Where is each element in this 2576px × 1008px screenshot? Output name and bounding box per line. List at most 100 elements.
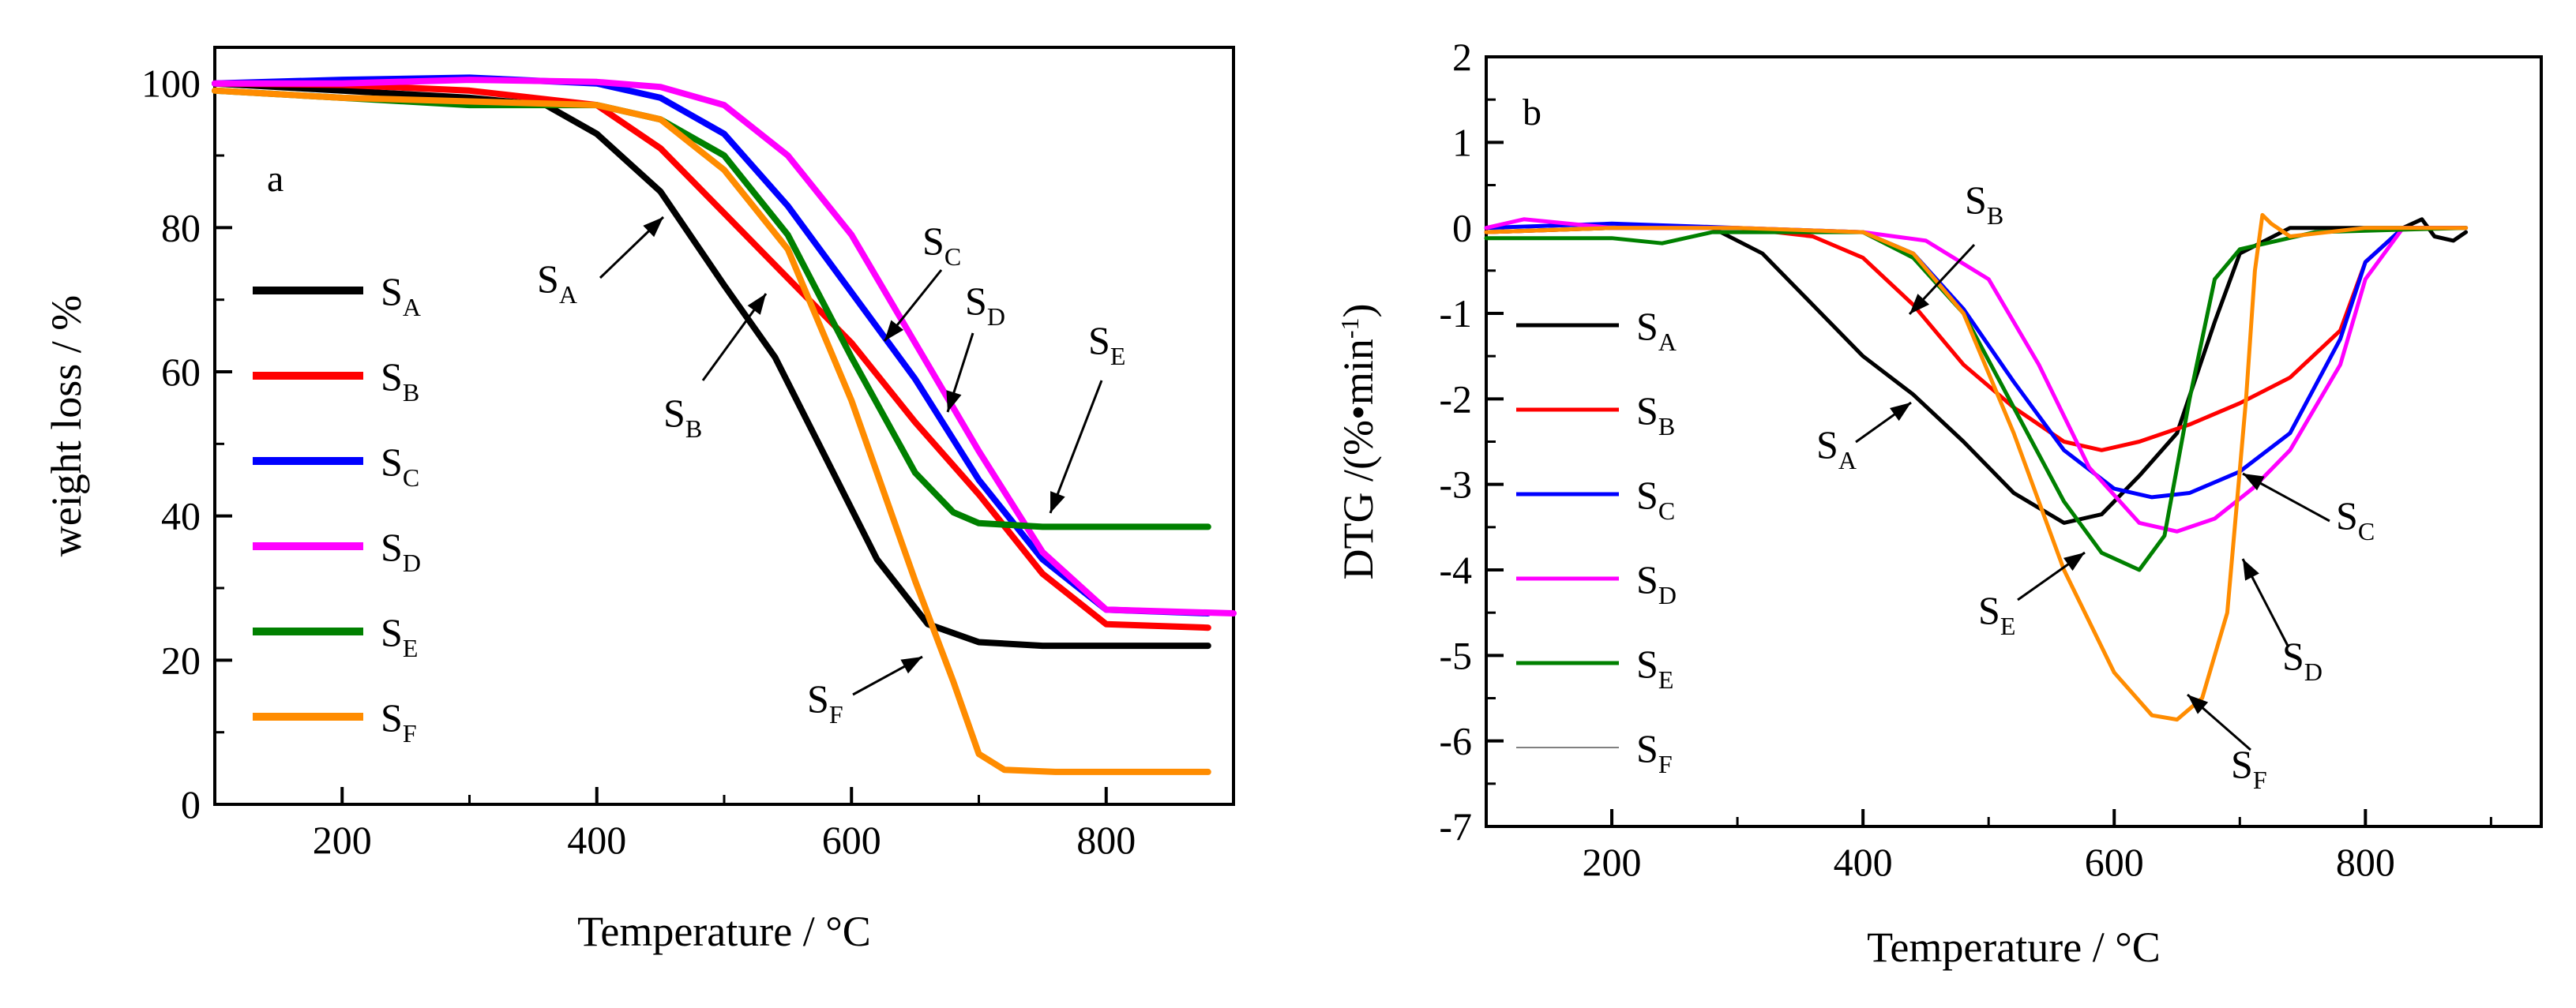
series-line-b xyxy=(212,80,1211,631)
y-tick-label: 40 xyxy=(161,494,201,538)
annotation-label-b-sub: B xyxy=(1987,201,2003,230)
legend-label-b: SB xyxy=(381,354,419,407)
legend-label-b-sub: B xyxy=(1658,412,1675,440)
annotation-label-b-sub: B xyxy=(685,414,702,443)
legend-label-a-main: S xyxy=(1636,304,1658,348)
legend-label-d-main: S xyxy=(381,525,403,569)
y-tick-label: 100 xyxy=(141,62,201,106)
series-line-f xyxy=(212,87,1211,775)
series-a xyxy=(212,74,1237,775)
annotation-arrowhead xyxy=(884,320,904,341)
plot-frame-b xyxy=(1485,55,2543,828)
annotation-label-e: SE xyxy=(1088,318,1125,370)
legend-label-b: SB xyxy=(1636,388,1675,440)
ticks-b: 200 400 600 800 -7 -6 -5 -4 -3 -2 -1 0 1 2 xyxy=(1439,35,2492,884)
annotation-arrow-e xyxy=(1049,380,1103,514)
annotation-label-d: SD xyxy=(2282,634,2323,686)
annotation-label-e-sub: E xyxy=(2000,612,2016,640)
y-tick-label: 2 xyxy=(1452,35,1472,79)
y-tick-label: -1 xyxy=(1439,291,1472,335)
panel-letter-a: a xyxy=(267,158,284,200)
legend-label-e-main: S xyxy=(381,610,403,654)
series-line-f xyxy=(1484,212,2469,722)
annotation-label-c-main: S xyxy=(2336,493,2358,538)
legend-label-c: SC xyxy=(381,440,419,492)
y-tick-label: 20 xyxy=(161,638,201,682)
annotation-arrowhead xyxy=(747,294,766,315)
annotation-arrowhead xyxy=(2243,474,2265,491)
annotation-label-a: SA xyxy=(537,257,577,309)
annotation-label-a-main: S xyxy=(1816,422,1838,467)
plot-frame-a xyxy=(213,46,1235,806)
y-axis-label-b-tail: ) xyxy=(1335,304,1382,318)
legend-label-b-sub: B xyxy=(403,378,419,407)
legend-label-f-sub: F xyxy=(403,719,417,748)
x-tick-label: 600 xyxy=(2085,840,2144,884)
x-tick-label: 800 xyxy=(2336,840,2395,884)
legend-label-e-sub: E xyxy=(403,634,419,662)
annotation-label-c-sub: C xyxy=(944,242,961,271)
legend-label-f: SF xyxy=(381,695,417,748)
annotation-arrowhead xyxy=(1050,491,1065,513)
annotation-label-a-sub: A xyxy=(1838,446,1857,474)
legend-label-d-main: S xyxy=(1636,557,1658,601)
y-tick-label: -6 xyxy=(1439,719,1472,763)
legend-label-c: SC xyxy=(1636,473,1675,525)
legend-label-a-sub: A xyxy=(1658,328,1677,356)
y-axis-label-b-sup: -1 xyxy=(1335,317,1364,339)
annotation-label-c: SC xyxy=(2336,493,2375,545)
annotation-label-d-sub: D xyxy=(2304,658,2323,686)
annotation-label-e: SE xyxy=(1978,588,2015,640)
x-tick-label: 200 xyxy=(313,818,372,862)
legend-label-e: SE xyxy=(1636,642,1673,694)
legend-label-c-main: S xyxy=(1636,473,1658,517)
y-tick-label: 0 xyxy=(1452,206,1472,250)
y-tick-label: -4 xyxy=(1439,548,1472,592)
legend-label-f-main: S xyxy=(1636,726,1658,770)
y-axis-label-a: weight loss / % xyxy=(43,295,90,557)
annotation-label-a: SA xyxy=(1816,422,1857,474)
legend-label-d: SD xyxy=(1636,557,1677,609)
annotation-label-c: SC xyxy=(922,219,961,271)
annotation-arrowhead xyxy=(2187,695,2209,714)
legend-label-a-main: S xyxy=(381,269,403,313)
series-b xyxy=(1484,212,2469,722)
annotation-label-f-main: S xyxy=(807,676,829,721)
legend-label-b-main: S xyxy=(381,354,403,399)
annotation-arrowhead xyxy=(946,390,962,412)
annotation-label-f-sub: F xyxy=(829,700,843,729)
annotation-label-d-main: S xyxy=(965,279,987,323)
annotation-label-f-main: S xyxy=(2231,742,2253,786)
legend-label-c-sub: C xyxy=(403,463,419,492)
legend-label-d-sub: D xyxy=(403,549,421,577)
legend-label-d: SD xyxy=(381,525,421,577)
annotation-label-d-sub: D xyxy=(987,302,1005,331)
annotation-label-b-main: S xyxy=(663,391,685,435)
annotation-label-f-sub: F xyxy=(2253,766,2267,794)
series-line-a xyxy=(1484,217,2469,525)
legend-label-c-sub: C xyxy=(1658,497,1675,525)
legend-label-a-sub: A xyxy=(403,293,421,321)
annotation-label-c-sub: C xyxy=(2358,517,2375,545)
annotation-label-e-sub: E xyxy=(1110,342,1126,370)
annotation-arrowhead xyxy=(1909,294,1930,314)
y-tick-label: 80 xyxy=(161,205,201,249)
y-tick-label: -5 xyxy=(1439,633,1472,677)
x-axis-label-a: Temperature / °C xyxy=(577,908,871,955)
x-axis-label-b: Temperature / °C xyxy=(1867,924,2161,971)
ticks-a: 200 400 600 800 0 20 40 60 80 100 xyxy=(141,62,1235,862)
annotation-arrowhead xyxy=(2243,559,2259,581)
legend-label-f-main: S xyxy=(381,695,403,740)
annotation-label-e-main: S xyxy=(1088,318,1110,362)
annotation-label-b: SB xyxy=(1965,178,2003,230)
series-line-a xyxy=(212,80,1211,650)
x-tick-label: 200 xyxy=(1583,840,1642,884)
annotation-label-a-main: S xyxy=(537,257,559,301)
